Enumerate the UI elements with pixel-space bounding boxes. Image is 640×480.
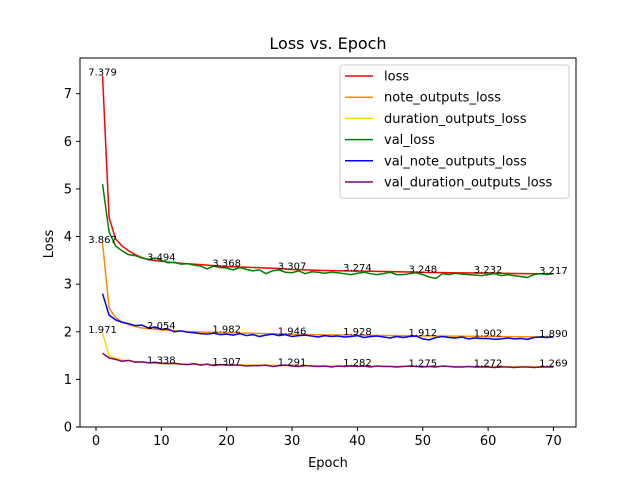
data-label: 1.282 [343, 358, 372, 369]
data-label: 3.867 [88, 235, 117, 246]
data-label: 1.912 [408, 328, 437, 339]
x-axis-title: Epoch [308, 456, 348, 471]
y-tick-label: 4 [64, 230, 72, 245]
data-label: 1.291 [278, 358, 307, 369]
data-label: 1.272 [474, 358, 503, 369]
series-line-note-outputs-loss [101, 242, 554, 338]
data-label: 1.902 [474, 328, 503, 339]
data-label: 1.946 [278, 326, 307, 337]
data-label: 2.054 [147, 321, 176, 332]
legend-label: val_note_outputs_loss [384, 154, 527, 169]
series-line-val-duration-outputs-loss [102, 352, 554, 369]
data-label: 1.307 [212, 357, 241, 368]
data-label: 3.494 [147, 253, 176, 264]
x-tick-label: 10 [153, 434, 170, 449]
legend-label: duration_outputs_loss [384, 112, 527, 127]
data-label: 3.274 [343, 263, 372, 274]
series-line-val-note-outputs-loss [101, 293, 554, 341]
data-label: 1.971 [88, 325, 117, 336]
plot-frame [79, 57, 577, 428]
plot-area: 7.379 3.867 1.971 3.494 2.054 1.338 3.368 1.982… [64, 57, 577, 449]
legend-box [339, 64, 570, 199]
y-tick-label: 6 [64, 135, 72, 150]
data-label: 7.379 [88, 68, 117, 79]
series-line-val-loss [101, 184, 554, 280]
y-tick-label: 5 [64, 182, 72, 197]
data-label: 1.928 [343, 327, 372, 338]
y-tick-label: 7 [64, 87, 72, 102]
data-label: 1.269 [539, 359, 568, 370]
data-label: 3.307 [278, 262, 307, 273]
data-label: 1.275 [408, 358, 437, 369]
data-label: 1.338 [147, 355, 176, 366]
data-label: 3.217 [539, 266, 568, 277]
data-label: 1.890 [539, 329, 568, 340]
chart-title: Loss vs. Epoch [269, 34, 386, 53]
legend-label: loss [384, 70, 409, 85]
y-tick-label: 0 [64, 421, 72, 436]
x-tick-label: 40 [349, 434, 366, 449]
y-axis-title: Loss [42, 230, 57, 259]
x-tick-label: 60 [480, 434, 497, 449]
data-label: 3.232 [474, 265, 503, 276]
legend-label: note_outputs_loss [384, 91, 501, 106]
x-tick-label: 70 [545, 434, 562, 449]
x-tick-label: 30 [284, 434, 301, 449]
y-tick-label: 2 [64, 325, 72, 340]
legend-label: val_loss [384, 133, 435, 148]
data-label: 3.248 [408, 264, 437, 275]
x-tick-label: 20 [218, 434, 235, 449]
x-tick-label: 50 [414, 434, 431, 449]
legend-label: val_duration_outputs_loss [384, 176, 552, 191]
y-tick-label: 3 [64, 278, 72, 293]
data-label: 1.982 [212, 325, 241, 336]
data-label: 3.368 [212, 259, 241, 270]
y-tick-label: 1 [64, 373, 72, 388]
x-tick-label: 0 [92, 434, 100, 449]
